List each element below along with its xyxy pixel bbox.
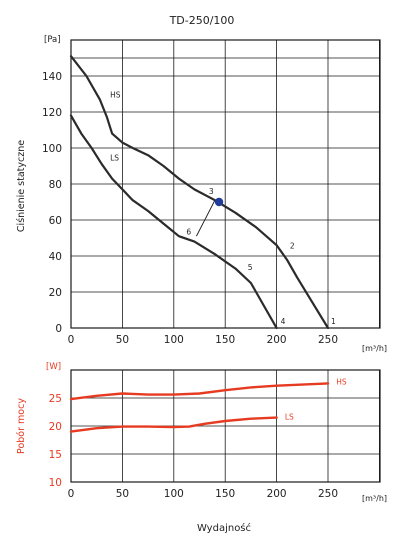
pressure-y-tick-label: 120: [42, 107, 62, 119]
power-x-tick-label: 200: [267, 488, 287, 500]
pressure-marked-points: 1 2 3 4 5 6: [186, 187, 336, 326]
pressure-y-tick-label: 140: [42, 71, 62, 83]
pressure-series-line-ls: [69, 114, 278, 330]
marked-point-label-6: 6: [186, 228, 191, 237]
pressure-y-tick-label: 60: [49, 215, 62, 227]
operating-point-pointer-line: [195, 199, 216, 237]
pressure-y-tick-label: 0: [55, 323, 62, 335]
power-y-tick-label: 10: [49, 477, 62, 489]
pressure-x-tick-label: 250: [318, 334, 338, 346]
pressure-x-tick-label: 0: [68, 334, 75, 346]
pressure-y-axis-label: Ciśnienie statyczne: [16, 140, 27, 232]
power-series-label-ls: LS: [285, 412, 294, 421]
power-y-axis-label: Pobór mocy: [16, 398, 27, 454]
operating-point-marker: [214, 197, 224, 207]
power-x-tick-label: 0: [68, 488, 75, 500]
marked-point-label-1: 1: [331, 317, 336, 326]
power-series-line-hs: [69, 382, 330, 401]
power-x-tick-label: 50: [116, 488, 129, 500]
pressure-x-tick-labels: 0 50 100 150 200 250: [68, 334, 338, 346]
pressure-series-label-hs: HS: [110, 91, 121, 100]
power-panel: 0 50 100 150 200 250 10 15 20 25 HS LS [W] [m³/h]…: [16, 362, 387, 503]
pressure-x-tick-label: 200: [267, 334, 287, 346]
pressure-series-line-hs: [69, 55, 330, 330]
power-y-tick-label: 25: [49, 393, 62, 405]
pressure-y-unit: [Pa]: [44, 35, 61, 45]
pressure-grid: [71, 40, 380, 328]
x-axis-label: Wydajność: [197, 522, 251, 534]
marked-point-label-4: 4: [281, 317, 286, 326]
marked-point-label-3: 3: [209, 187, 214, 196]
pressure-y-tick-label: 80: [49, 179, 62, 191]
power-x-tick-label: 150: [215, 488, 235, 500]
power-series-line-ls: [69, 416, 278, 433]
power-x-tick-label: 100: [164, 488, 184, 500]
power-x-unit: [m³/h]: [362, 494, 387, 503]
pressure-x-unit: [m³/h]: [362, 344, 387, 353]
marked-point-label-2: 2: [290, 241, 295, 250]
pressure-y-tick-label: 20: [49, 287, 62, 299]
power-x-tick-label: 250: [318, 488, 338, 500]
pressure-x-tick-label: 150: [215, 334, 235, 346]
pressure-x-tick-label: 100: [164, 334, 184, 346]
pressure-x-tick-label: 50: [116, 334, 129, 346]
pressure-series: HS LS: [69, 55, 330, 330]
power-y-tick-label: 15: [49, 449, 62, 461]
chart-title: TD-250/100: [169, 14, 235, 27]
power-y-tick-label: 20: [49, 421, 62, 433]
power-x-tick-labels: 0 50 100 150 200 250: [68, 488, 338, 500]
power-y-unit: [W]: [46, 362, 61, 372]
pressure-y-tick-label: 100: [42, 143, 62, 155]
pressure-y-tick-labels: 0 20 40 60 80 100 120 140: [42, 71, 62, 335]
pressure-y-tick-label: 40: [49, 251, 62, 263]
power-series-label-hs: HS: [336, 378, 347, 387]
pressure-series-label-ls: LS: [110, 154, 119, 163]
power-series: HS LS: [69, 378, 347, 433]
power-y-tick-labels: 10 15 20 25: [49, 393, 62, 489]
marked-point-label-5: 5: [248, 263, 253, 272]
